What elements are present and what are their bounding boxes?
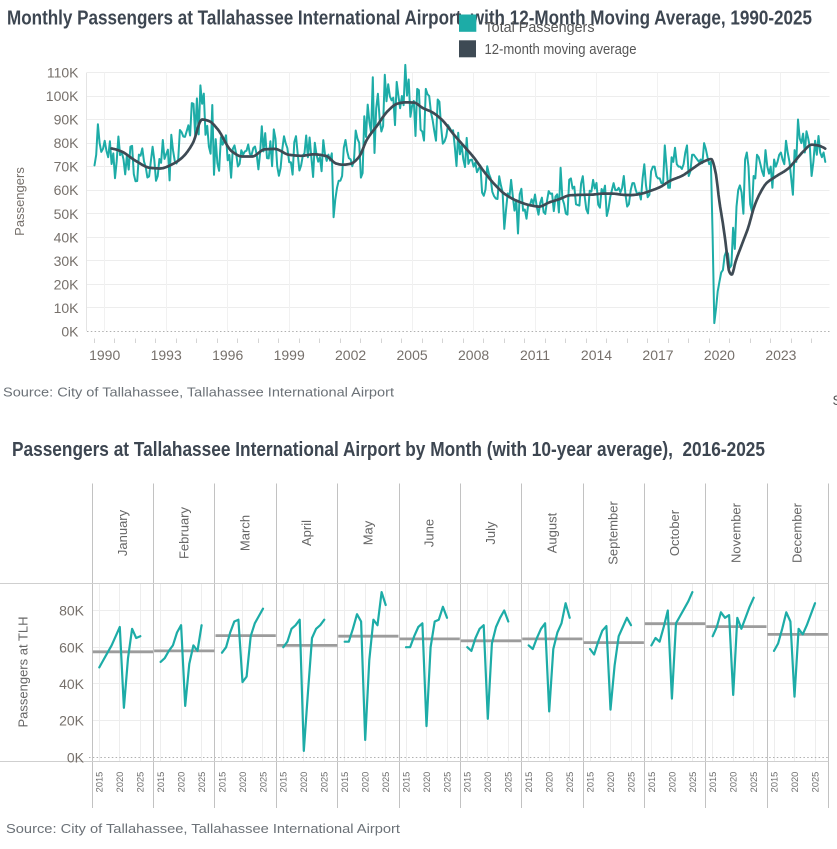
svg-text:2020: 2020 bbox=[422, 772, 432, 793]
svg-text:2015: 2015 bbox=[463, 772, 473, 793]
svg-text:2025: 2025 bbox=[442, 772, 452, 793]
svg-text:1999: 1999 bbox=[274, 347, 305, 363]
svg-text:November: November bbox=[728, 502, 743, 563]
svg-text:June: June bbox=[422, 519, 437, 547]
svg-text:2025: 2025 bbox=[136, 772, 146, 793]
svg-text:September: September bbox=[606, 501, 621, 565]
svg-text:Monthly Passengers at Tallahas: Monthly Passengers at Tallahassee Intern… bbox=[7, 7, 812, 29]
svg-text:2023: 2023 bbox=[765, 347, 796, 363]
svg-text:2020: 2020 bbox=[483, 772, 493, 793]
svg-text:January: January bbox=[115, 509, 130, 556]
svg-text:100K: 100K bbox=[46, 88, 79, 104]
svg-text:Passengers: Passengers bbox=[12, 167, 27, 236]
svg-text:2002: 2002 bbox=[335, 347, 366, 363]
svg-text:December: December bbox=[790, 502, 805, 563]
svg-text:2015: 2015 bbox=[769, 772, 779, 793]
svg-text:2020: 2020 bbox=[299, 772, 309, 793]
svg-text:40K: 40K bbox=[59, 676, 85, 692]
svg-text:2015: 2015 bbox=[217, 772, 227, 793]
svg-text:2020: 2020 bbox=[729, 772, 739, 793]
svg-text:12-month moving average: 12-month moving average bbox=[485, 42, 637, 58]
svg-text:50K: 50K bbox=[54, 206, 80, 222]
svg-text:2020: 2020 bbox=[704, 347, 735, 363]
svg-text:2008: 2008 bbox=[458, 347, 489, 363]
svg-text:Passengers at TLH: Passengers at TLH bbox=[16, 616, 31, 727]
svg-text:2020: 2020 bbox=[361, 772, 371, 793]
svg-text:110K: 110K bbox=[47, 65, 79, 81]
svg-text:May: May bbox=[360, 520, 375, 545]
svg-text:2020: 2020 bbox=[545, 772, 555, 793]
svg-text:2015: 2015 bbox=[708, 772, 718, 793]
svg-text:2020: 2020 bbox=[177, 772, 187, 793]
svg-text:2020: 2020 bbox=[667, 772, 677, 793]
svg-text:2015: 2015 bbox=[340, 772, 350, 793]
svg-text:1990: 1990 bbox=[89, 347, 120, 363]
svg-text:August: August bbox=[544, 512, 559, 553]
svg-text:2025: 2025 bbox=[320, 772, 330, 793]
svg-text:2015: 2015 bbox=[647, 772, 657, 793]
svg-text:2017: 2017 bbox=[642, 347, 673, 363]
svg-text:20K: 20K bbox=[54, 276, 80, 292]
svg-text:Source: City of Tallahassee, T: Source: City of Tallahassee, Tallahassee… bbox=[3, 385, 394, 400]
svg-text:10K: 10K bbox=[54, 300, 80, 316]
svg-text:2015: 2015 bbox=[95, 772, 105, 793]
svg-text:1993: 1993 bbox=[151, 347, 182, 363]
svg-text:February: February bbox=[176, 506, 191, 559]
svg-text:2025: 2025 bbox=[381, 772, 391, 793]
svg-text:2025: 2025 bbox=[197, 772, 207, 793]
svg-text:1996: 1996 bbox=[212, 347, 243, 363]
svg-text:2025: 2025 bbox=[258, 772, 268, 793]
svg-text:Passengers at Tallahassee Inte: Passengers at Tallahassee International … bbox=[12, 439, 765, 461]
svg-text:2015: 2015 bbox=[156, 772, 166, 793]
svg-text:60K: 60K bbox=[59, 639, 85, 655]
svg-text:80K: 80K bbox=[59, 603, 85, 619]
svg-text:2025: 2025 bbox=[504, 772, 514, 793]
svg-text:October: October bbox=[667, 509, 682, 556]
svg-text:Source: City of Tallahassee, T: Source: City of Tallahassee, Tallahassee… bbox=[6, 821, 400, 836]
svg-text:2015: 2015 bbox=[524, 772, 534, 793]
svg-text:40K: 40K bbox=[54, 229, 80, 245]
svg-text:2025: 2025 bbox=[626, 772, 636, 793]
svg-text:60K: 60K bbox=[54, 182, 80, 198]
svg-text:80K: 80K bbox=[54, 135, 80, 151]
svg-text:2020: 2020 bbox=[606, 772, 616, 793]
svg-text:March: March bbox=[238, 515, 253, 551]
svg-text:2025: 2025 bbox=[688, 772, 698, 793]
svg-text:April: April bbox=[299, 520, 314, 546]
svg-text:2015: 2015 bbox=[279, 772, 289, 793]
svg-text:2025: 2025 bbox=[565, 772, 575, 793]
svg-text:2015: 2015 bbox=[585, 772, 595, 793]
svg-text:S: S bbox=[833, 393, 837, 408]
svg-text:2020: 2020 bbox=[790, 772, 800, 793]
svg-text:2025: 2025 bbox=[810, 772, 820, 793]
svg-text:Total Passengers: Total Passengers bbox=[485, 20, 595, 36]
svg-text:90K: 90K bbox=[54, 112, 80, 128]
svg-text:2015: 2015 bbox=[401, 772, 411, 793]
svg-text:2020: 2020 bbox=[115, 772, 125, 793]
svg-text:70K: 70K bbox=[54, 159, 80, 175]
svg-text:20K: 20K bbox=[59, 713, 85, 729]
svg-text:30K: 30K bbox=[54, 253, 80, 269]
svg-text:0K: 0K bbox=[67, 749, 85, 765]
svg-text:2025: 2025 bbox=[749, 772, 759, 793]
svg-text:0K: 0K bbox=[61, 323, 79, 339]
svg-text:July: July bbox=[483, 521, 498, 545]
svg-text:2014: 2014 bbox=[581, 347, 612, 363]
svg-text:2020: 2020 bbox=[238, 772, 248, 793]
svg-text:2011: 2011 bbox=[520, 347, 550, 363]
svg-text:2005: 2005 bbox=[397, 347, 428, 363]
